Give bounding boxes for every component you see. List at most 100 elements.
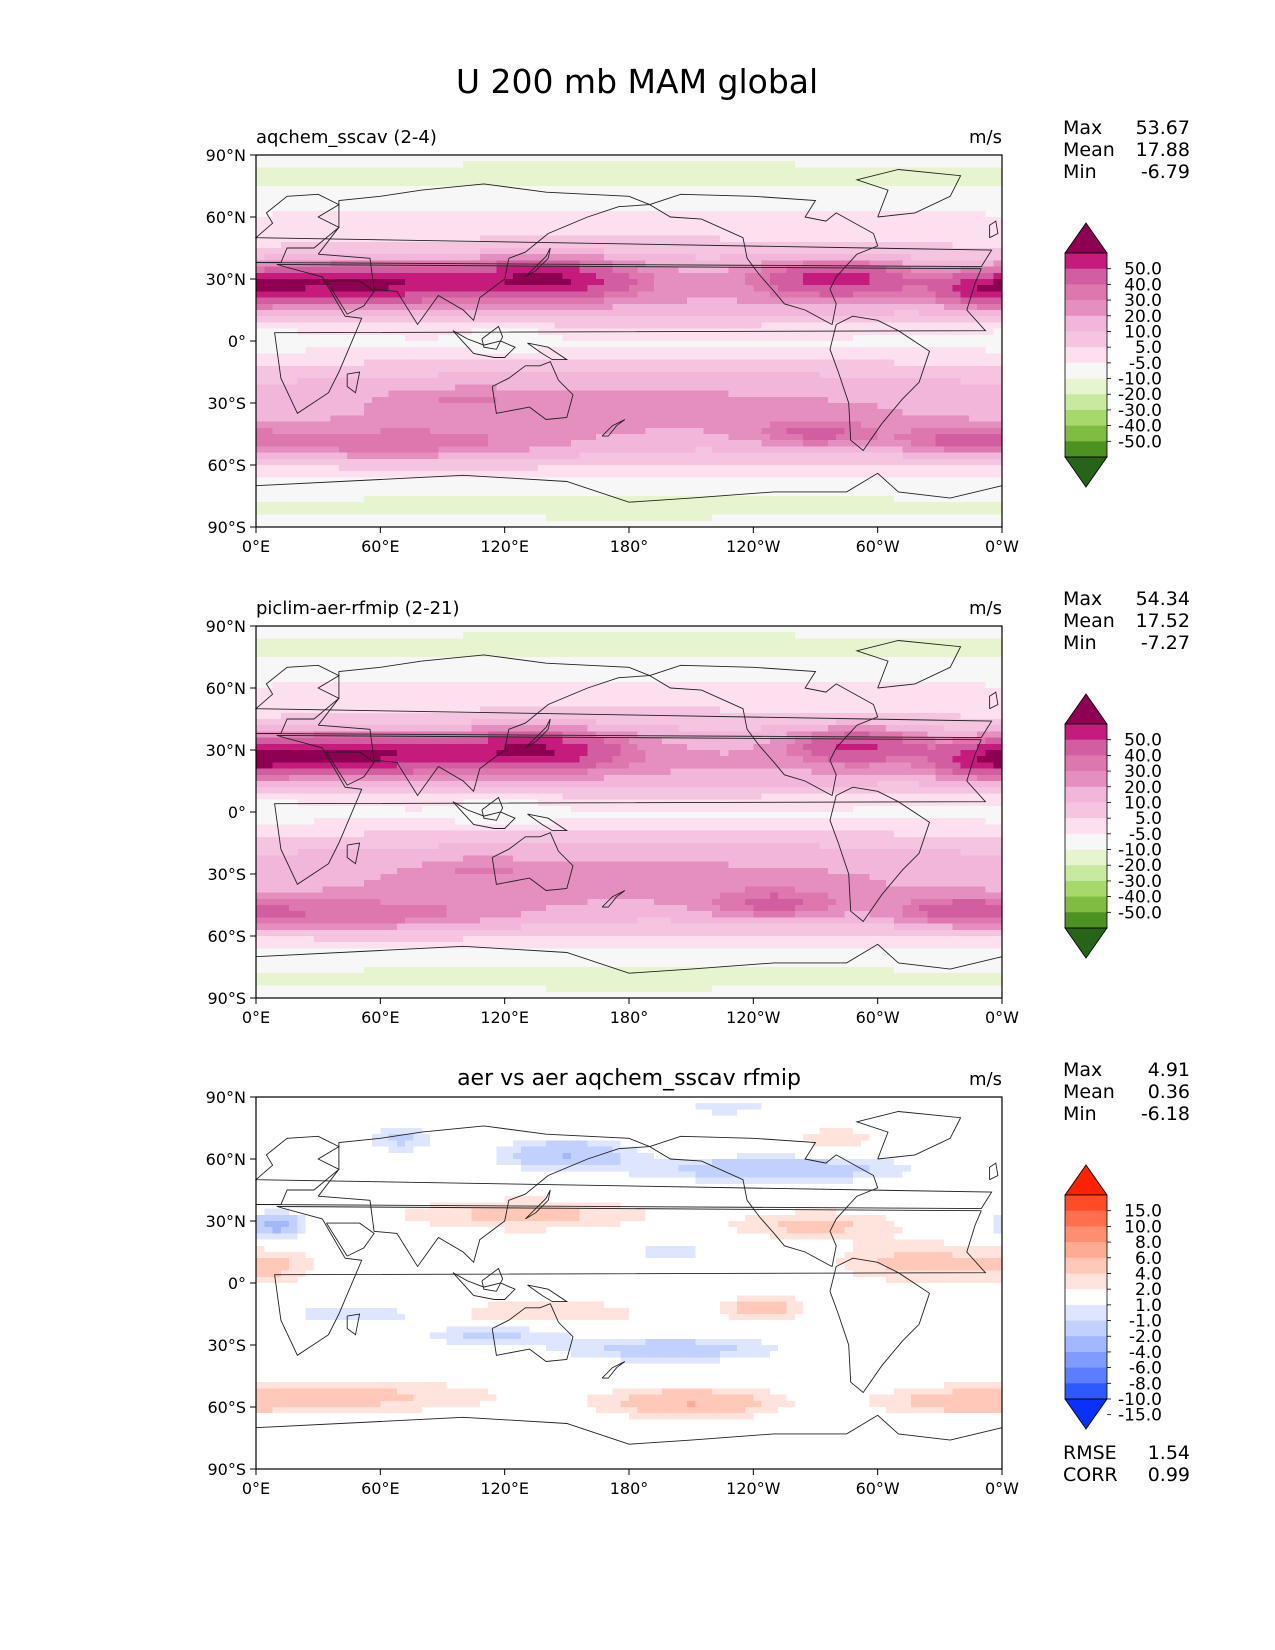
field-cell <box>645 285 655 292</box>
field-cell <box>297 291 307 299</box>
field-cell <box>595 465 605 472</box>
field-cell <box>993 186 1003 193</box>
field-cell <box>637 489 647 497</box>
field-cell <box>413 415 423 423</box>
field-cell <box>504 458 514 466</box>
field-cell <box>745 458 754 466</box>
field-cell <box>736 384 746 392</box>
field-cell <box>753 272 763 280</box>
field-cell <box>438 279 448 286</box>
field-cell <box>869 297 879 305</box>
field-cell <box>919 409 928 416</box>
field-cell <box>885 173 895 181</box>
field-cell <box>927 316 937 323</box>
field-cell <box>786 186 796 193</box>
field-cell <box>827 359 837 367</box>
field-cell <box>430 266 439 274</box>
field-cell <box>562 310 572 317</box>
field-cell <box>678 155 688 162</box>
field-cell <box>836 409 846 416</box>
field-cell <box>488 223 497 230</box>
field-cell <box>504 477 514 485</box>
field-cell <box>653 396 663 404</box>
field-cell <box>579 452 589 460</box>
field-cell <box>769 235 779 243</box>
field-cell <box>695 198 705 206</box>
field-cell <box>778 328 788 336</box>
field-cell <box>728 372 738 379</box>
field-cell <box>413 458 423 466</box>
field-cell <box>993 471 1003 478</box>
field-cell <box>396 322 406 330</box>
field-cell <box>794 316 804 323</box>
field-cell <box>977 260 987 268</box>
field-cell <box>297 347 307 354</box>
field-cell <box>363 477 373 485</box>
field-cell <box>322 204 332 212</box>
field-cell <box>819 322 829 330</box>
field-cell <box>894 186 904 193</box>
field-cell <box>388 192 398 199</box>
field-cell <box>811 241 821 249</box>
field-cell <box>363 161 373 168</box>
field-cell <box>811 365 821 373</box>
field-cell <box>280 291 290 299</box>
field-cell <box>844 235 854 243</box>
field-cell <box>579 465 589 472</box>
field-cell <box>687 341 696 348</box>
field-cell <box>919 452 928 460</box>
field-cell <box>861 347 870 354</box>
field-cell <box>653 372 663 379</box>
field-cell <box>612 279 622 286</box>
field-cell <box>405 192 415 199</box>
field-cell <box>562 297 572 305</box>
field-cell <box>562 303 572 311</box>
field-cell <box>794 384 804 392</box>
field-cell <box>977 409 987 416</box>
field-cell <box>786 322 796 330</box>
field-cell <box>546 217 555 224</box>
field-cell <box>504 440 514 447</box>
field-cell <box>438 347 448 354</box>
field-cell <box>670 254 680 261</box>
field-cell <box>960 359 970 367</box>
field-cell <box>894 384 904 392</box>
field-cell <box>471 396 481 404</box>
field-cell <box>703 378 713 385</box>
field-cell <box>852 390 862 398</box>
field-cell <box>761 248 771 255</box>
field-cell <box>811 297 821 305</box>
field-cell <box>612 285 622 292</box>
field-cell <box>612 204 622 212</box>
field-cell <box>919 217 928 224</box>
field-cell <box>521 347 531 354</box>
field-cell <box>305 334 315 342</box>
field-cell <box>471 179 481 187</box>
field-cell <box>314 328 323 336</box>
field-cell <box>438 155 448 162</box>
field-cell <box>297 272 307 280</box>
field-cell <box>778 279 788 286</box>
field-cell <box>272 334 282 342</box>
field-cell <box>811 167 821 175</box>
field-cell <box>322 409 332 416</box>
field-cell <box>968 217 978 224</box>
field-cell <box>993 223 1003 230</box>
field-cell <box>612 489 622 497</box>
field-cell <box>372 359 381 367</box>
field-cell <box>678 483 688 491</box>
field-cell <box>521 341 531 348</box>
field-cell <box>471 217 481 224</box>
field-cell <box>985 384 995 392</box>
field-cell <box>280 372 290 379</box>
field-cell <box>952 403 962 410</box>
field-cell <box>504 303 514 311</box>
field-cell <box>604 179 614 187</box>
field-cell <box>786 421 796 429</box>
field-cell <box>587 210 597 218</box>
field-cell <box>827 223 837 230</box>
field-cell <box>653 403 663 410</box>
field-cell <box>877 229 887 237</box>
field-cell <box>786 173 796 181</box>
field-cell <box>952 458 962 466</box>
